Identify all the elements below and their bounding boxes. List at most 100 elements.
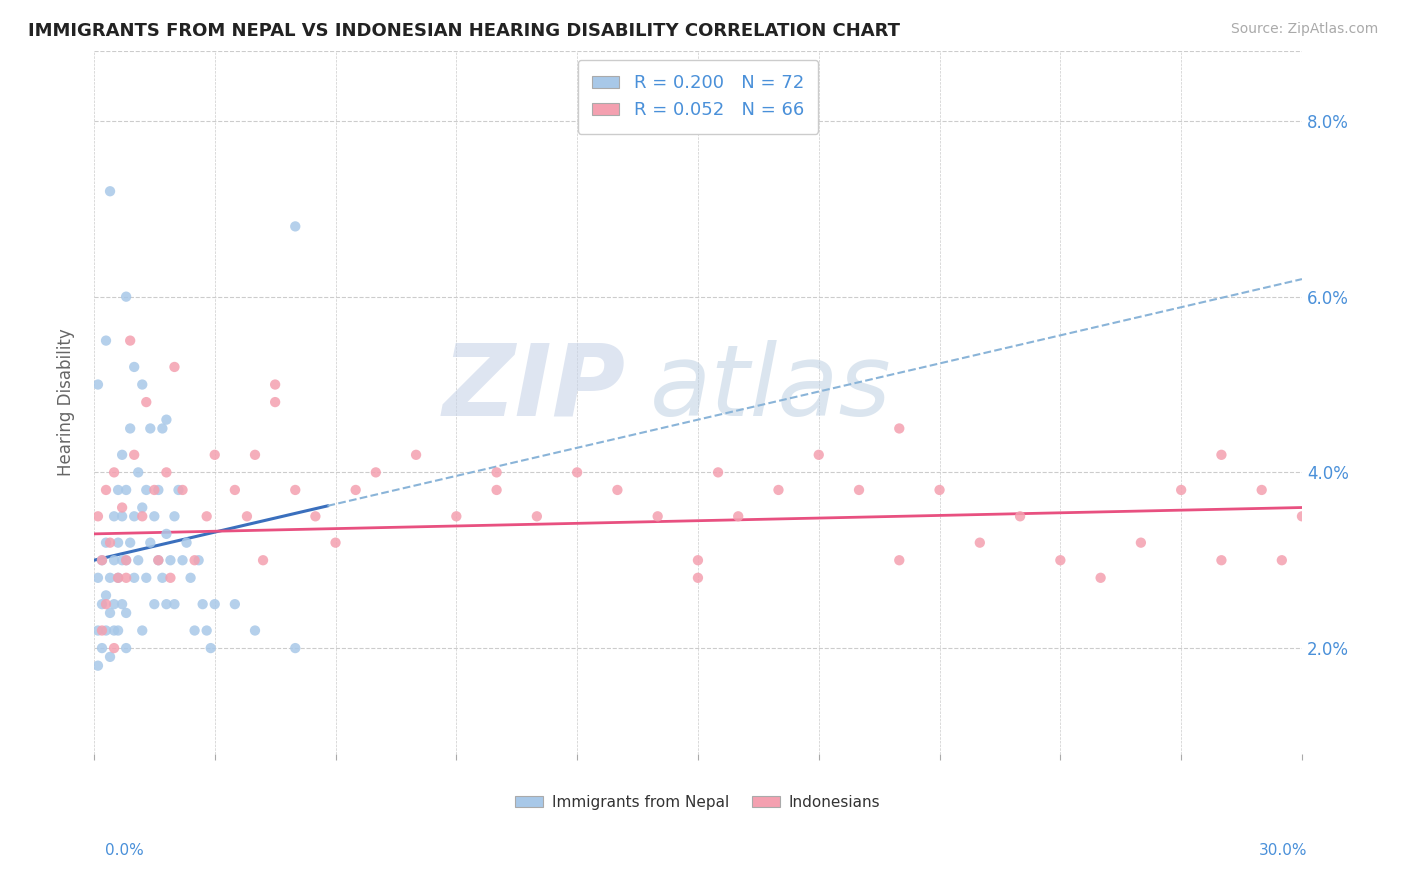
Point bbox=[187, 553, 209, 567]
Point bbox=[284, 641, 307, 656]
Point bbox=[364, 466, 387, 480]
Point bbox=[150, 571, 173, 585]
Point bbox=[243, 448, 266, 462]
Text: atlas: atlas bbox=[650, 340, 891, 436]
Point bbox=[120, 535, 142, 549]
Point bbox=[727, 509, 749, 524]
Point bbox=[111, 448, 134, 462]
Point bbox=[107, 624, 129, 638]
Point bbox=[122, 571, 145, 585]
Point bbox=[98, 535, 121, 549]
Point bbox=[195, 624, 218, 638]
Text: IMMIGRANTS FROM NEPAL VS INDONESIAN HEARING DISABILITY CORRELATION CHART: IMMIGRANTS FROM NEPAL VS INDONESIAN HEAR… bbox=[28, 22, 900, 40]
Point bbox=[1291, 509, 1313, 524]
Point bbox=[485, 466, 508, 480]
Point bbox=[889, 553, 911, 567]
Point bbox=[98, 184, 121, 198]
Point bbox=[1090, 571, 1112, 585]
Point bbox=[647, 509, 669, 524]
Point bbox=[98, 606, 121, 620]
Y-axis label: Hearing Disability: Hearing Disability bbox=[58, 328, 75, 476]
Point bbox=[148, 553, 170, 567]
Point bbox=[139, 535, 162, 549]
Point bbox=[163, 359, 186, 374]
Point bbox=[204, 448, 226, 462]
Point bbox=[148, 483, 170, 497]
Point bbox=[131, 377, 153, 392]
Point bbox=[155, 597, 177, 611]
Point bbox=[87, 509, 110, 524]
Point bbox=[131, 509, 153, 524]
Point bbox=[183, 553, 205, 567]
Point bbox=[155, 466, 177, 480]
Point bbox=[107, 571, 129, 585]
Point bbox=[135, 571, 157, 585]
Point bbox=[159, 553, 181, 567]
Point bbox=[176, 535, 198, 549]
Point bbox=[87, 571, 110, 585]
Point bbox=[1211, 553, 1233, 567]
Point bbox=[236, 509, 259, 524]
Text: Source: ZipAtlas.com: Source: ZipAtlas.com bbox=[1230, 22, 1378, 37]
Point bbox=[1170, 483, 1192, 497]
Point bbox=[889, 421, 911, 435]
Point bbox=[526, 509, 548, 524]
Point bbox=[91, 553, 114, 567]
Point bbox=[115, 571, 138, 585]
Point bbox=[143, 483, 166, 497]
Point bbox=[91, 641, 114, 656]
Point bbox=[565, 466, 588, 480]
Point bbox=[163, 509, 186, 524]
Point bbox=[135, 395, 157, 409]
Point bbox=[115, 553, 138, 567]
Point bbox=[103, 509, 125, 524]
Point bbox=[94, 535, 117, 549]
Point bbox=[111, 553, 134, 567]
Point bbox=[172, 483, 194, 497]
Point bbox=[103, 597, 125, 611]
Point bbox=[94, 483, 117, 497]
Point bbox=[87, 624, 110, 638]
Point bbox=[264, 377, 287, 392]
Point bbox=[848, 483, 870, 497]
Point bbox=[150, 421, 173, 435]
Point bbox=[143, 597, 166, 611]
Point bbox=[98, 571, 121, 585]
Point bbox=[183, 624, 205, 638]
Point bbox=[115, 290, 138, 304]
Point bbox=[122, 359, 145, 374]
Point bbox=[159, 571, 181, 585]
Point bbox=[94, 588, 117, 602]
Point bbox=[127, 553, 149, 567]
Point bbox=[87, 377, 110, 392]
Point bbox=[155, 412, 177, 426]
Text: 30.0%: 30.0% bbox=[1260, 843, 1308, 858]
Point bbox=[155, 527, 177, 541]
Point bbox=[107, 483, 129, 497]
Point bbox=[148, 553, 170, 567]
Point bbox=[115, 553, 138, 567]
Point bbox=[103, 553, 125, 567]
Point bbox=[284, 219, 307, 234]
Point bbox=[139, 421, 162, 435]
Point bbox=[107, 571, 129, 585]
Point bbox=[180, 571, 202, 585]
Point bbox=[252, 553, 274, 567]
Point bbox=[195, 509, 218, 524]
Point bbox=[111, 500, 134, 515]
Point bbox=[107, 535, 129, 549]
Point bbox=[204, 597, 226, 611]
Legend: Immigrants from Nepal, Indonesians: Immigrants from Nepal, Indonesians bbox=[509, 789, 887, 816]
Point bbox=[115, 641, 138, 656]
Point bbox=[1250, 483, 1272, 497]
Point bbox=[111, 597, 134, 611]
Point bbox=[143, 509, 166, 524]
Point bbox=[928, 483, 950, 497]
Point bbox=[1010, 509, 1032, 524]
Point bbox=[284, 483, 307, 497]
Point bbox=[115, 606, 138, 620]
Point bbox=[94, 597, 117, 611]
Point bbox=[163, 597, 186, 611]
Point bbox=[1271, 553, 1294, 567]
Point bbox=[606, 483, 628, 497]
